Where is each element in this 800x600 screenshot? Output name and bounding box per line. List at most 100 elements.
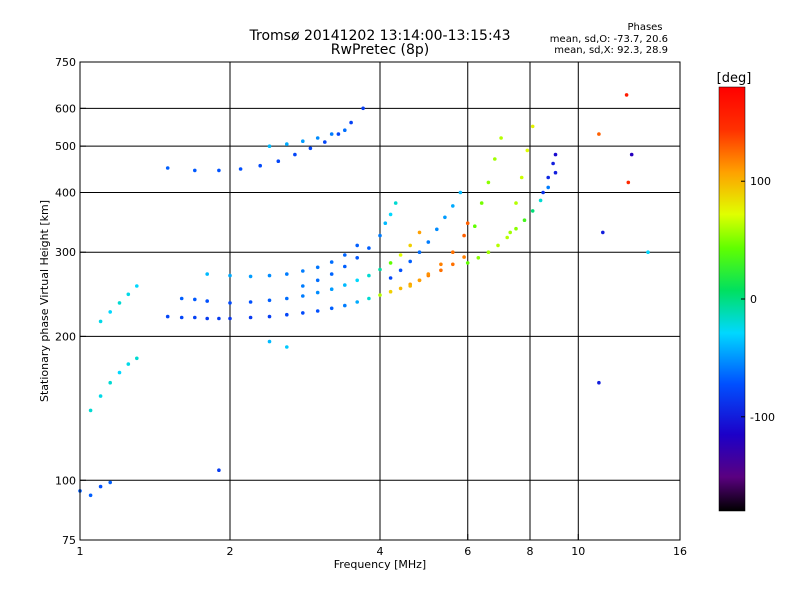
data-point	[285, 272, 289, 276]
data-point	[451, 262, 455, 267]
data-point	[417, 230, 422, 235]
data-point	[355, 300, 360, 304]
data-point	[336, 132, 341, 136]
y-axis-label: Stationary phase Virtual Height [km]	[38, 200, 51, 402]
data-point	[217, 316, 221, 321]
data-point	[646, 250, 650, 254]
data-point	[308, 146, 313, 151]
data-point	[293, 152, 297, 157]
data-point	[108, 380, 112, 385]
data-point	[388, 212, 393, 217]
data-point	[486, 250, 491, 254]
data-point	[473, 224, 477, 228]
data-point	[228, 301, 232, 305]
data-point	[465, 221, 470, 225]
data-point	[98, 484, 103, 489]
data-point	[597, 132, 601, 136]
data-point	[451, 204, 455, 208]
colorbar-tick-label: -100	[750, 411, 775, 424]
data-point	[179, 296, 184, 301]
data-point	[597, 380, 601, 385]
y-tick-label: 750	[55, 56, 76, 69]
data-point	[355, 278, 360, 283]
data-point	[88, 493, 93, 498]
data-point	[108, 310, 112, 314]
data-point	[315, 309, 320, 313]
data-point	[179, 315, 184, 320]
colorbar-tick-label: 0	[750, 293, 757, 306]
data-point	[624, 93, 629, 97]
data-point	[285, 345, 289, 349]
data-point	[343, 303, 347, 308]
data-point	[508, 230, 512, 235]
data-point	[408, 284, 413, 288]
data-point	[301, 139, 305, 143]
data-point	[248, 315, 253, 320]
data-point	[355, 243, 360, 248]
y-tick-label: 500	[55, 140, 76, 153]
data-point	[135, 356, 139, 361]
data-point	[323, 140, 327, 144]
data-point	[486, 180, 491, 185]
data-point	[193, 315, 197, 320]
chart-title: Tromsø 20141202 13:14:00-13:15:43	[249, 28, 511, 44]
data-points	[78, 93, 650, 498]
data-point	[426, 240, 431, 244]
data-point	[388, 289, 393, 294]
data-point	[329, 272, 334, 276]
data-point	[439, 262, 443, 267]
y-tick-label: 100	[55, 474, 76, 487]
data-point	[205, 272, 209, 276]
data-point	[388, 261, 393, 265]
data-point	[301, 284, 305, 288]
data-point	[388, 276, 393, 280]
y-tick-label: 300	[55, 246, 76, 259]
data-point	[217, 168, 221, 173]
phase-colorbar	[718, 86, 746, 512]
data-point	[462, 233, 466, 238]
data-point	[530, 124, 535, 129]
legend-line-x: mean, sd,X: 92.3, 28.9	[554, 45, 668, 56]
data-point	[238, 167, 243, 171]
data-point	[525, 148, 530, 153]
data-point	[393, 201, 398, 205]
data-point	[267, 314, 272, 319]
data-point	[343, 283, 347, 287]
data-point	[426, 272, 431, 276]
grid	[80, 62, 680, 540]
colorbar-ticks: 100 0 -100	[741, 175, 775, 424]
data-point	[499, 136, 503, 140]
data-point	[479, 201, 484, 205]
x-tick-label: 1	[77, 545, 84, 558]
data-point	[315, 290, 320, 295]
data-point	[117, 301, 122, 305]
data-point	[258, 163, 263, 168]
data-point	[551, 161, 555, 166]
data-point	[626, 180, 631, 185]
data-point	[301, 311, 305, 315]
data-point	[301, 294, 305, 298]
data-point	[546, 175, 550, 180]
data-point	[378, 267, 382, 272]
data-point	[329, 132, 334, 136]
data-point	[538, 198, 543, 203]
data-point	[301, 269, 305, 273]
data-point	[98, 394, 103, 398]
data-point	[553, 170, 558, 175]
data-point	[530, 209, 535, 213]
legend-heading: Phases	[627, 22, 662, 33]
data-point	[361, 106, 365, 111]
data-point	[285, 142, 289, 146]
data-point	[343, 128, 347, 132]
plot-frame	[79, 61, 681, 541]
data-point	[267, 273, 272, 278]
data-point	[462, 255, 466, 259]
data-point	[367, 246, 371, 250]
data-point	[276, 159, 281, 163]
data-point	[248, 274, 253, 279]
data-point	[98, 319, 103, 324]
legend-line-o: mean, sd,O: -73.7, 20.6	[550, 34, 668, 45]
data-point	[398, 268, 403, 273]
data-point	[126, 362, 131, 366]
